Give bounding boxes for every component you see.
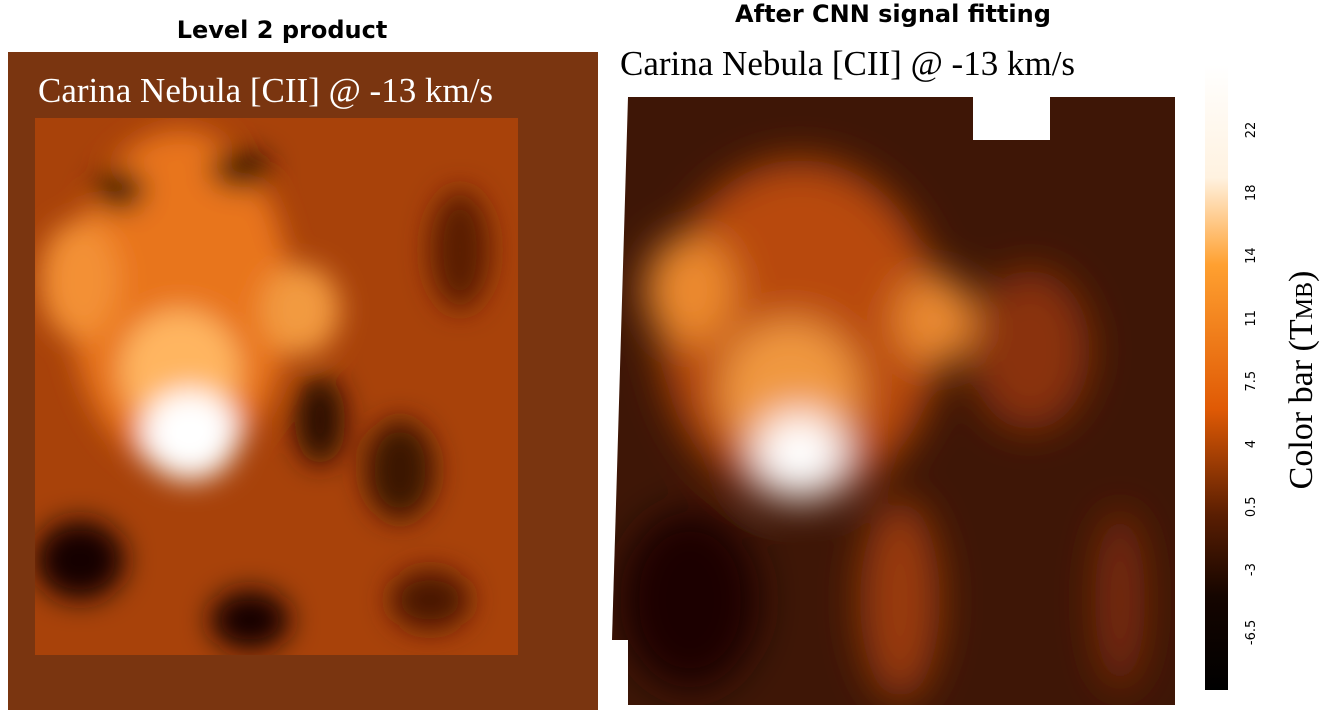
heatmap-left (35, 118, 518, 655)
image-label: Carina Nebula [CII] @ -13 km/s (620, 44, 1075, 83)
colorbar-tick-label: 14 (1244, 247, 1259, 264)
colorbar-ticks: 22 18 14 11 7.5 4 0.5 -3 -6.5 (1244, 122, 1259, 645)
panel-title: After CNN signal fitting (735, 0, 1051, 28)
masked-region (973, 97, 1050, 140)
colorbar-tick-label: 4 (1244, 440, 1259, 448)
colorbar-tick-label: 18 (1244, 185, 1259, 202)
panel-title: Level 2 product (177, 16, 388, 44)
colorbar (1205, 65, 1228, 690)
image-label: Carina Nebula [CII] @ -13 km/s (38, 71, 493, 110)
heatmap-right (612, 97, 1175, 705)
label-text: Color bar (T (1283, 319, 1320, 489)
label-subscript: MB (1292, 282, 1318, 319)
colorbar-tick-label: -6.5 (1244, 620, 1259, 645)
colorbar-tick-label: 22 (1244, 122, 1259, 139)
colorbar-tick-label: 0.5 (1244, 496, 1259, 517)
colorbar-tick-label: -3 (1244, 563, 1259, 576)
label-text: ) (1283, 271, 1320, 282)
colorbar-tick-label: 11 (1244, 310, 1259, 327)
colorbar-label: Color bar (TMB) (1283, 271, 1320, 490)
colorbar-tick-label: 7.5 (1244, 371, 1259, 392)
